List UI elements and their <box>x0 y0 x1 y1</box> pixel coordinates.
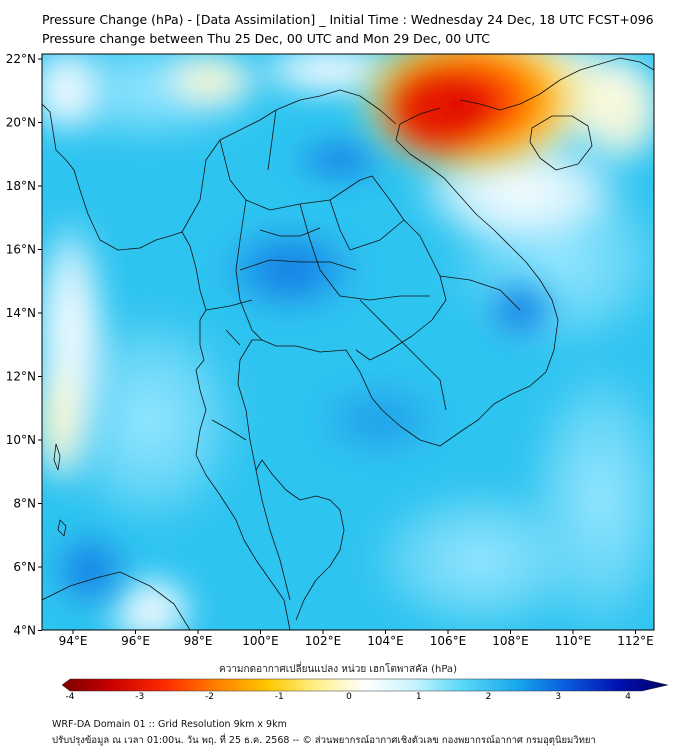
colorbar-tick-label: -4 <box>66 692 75 702</box>
lon-tick-label: 106°E <box>430 634 467 648</box>
colorbar-bar <box>61 678 669 692</box>
longitude-axis: 94°E 96°E 98°E 100°E 102°E 104°E 106°E 108°E 110… <box>59 630 654 648</box>
colorbar-tick-label: 4 <box>625 692 631 702</box>
colorbar-ticks: -4 -3 -2 -1 0 1 2 3 4 <box>66 692 632 702</box>
colorbar-tick-label: -3 <box>135 692 144 702</box>
colorbar-tick-label: 3 <box>555 692 561 702</box>
colorbar-tick-label: 1 <box>416 692 422 702</box>
colorbar-title: ความกดอากาศเปลี่ยนแปลง หน่วย เฮกโตพาสคัล… <box>219 664 457 675</box>
footer-model-info: WRF-DA Domain 01 :: Grid Resolution 9km … <box>52 719 287 730</box>
lon-tick-label: 112°E <box>617 634 654 648</box>
pressure-field <box>42 54 654 630</box>
lon-tick-label: 110°E <box>555 634 592 648</box>
lon-tick-label: 96°E <box>121 634 150 648</box>
lon-tick-label: 104°E <box>367 634 404 648</box>
map-subtitle: Pressure change between Thu 25 Dec, 00 U… <box>42 31 490 46</box>
lat-tick-label: 14°N <box>6 306 36 320</box>
colorbar: -4 -3 -2 -1 0 1 2 3 4 <box>61 678 669 702</box>
colorbar-tick-label: -1 <box>275 692 284 702</box>
lat-tick-label: 8°N <box>13 497 36 511</box>
lon-tick-label: 100°E <box>242 634 279 648</box>
footer-credit: ปรับปรุงข้อมูล ณ เวลา 01:00น. วัน พฤ. ที… <box>52 735 596 746</box>
map-title: Pressure Change (hPa) - [Data Assimilati… <box>42 12 654 27</box>
lon-tick-label: 98°E <box>184 634 213 648</box>
map-frame <box>41 53 655 631</box>
colorbar-tick-label: -2 <box>205 692 214 702</box>
latitude-axis: 22°N 20°N 18°N 16°N 14°N 12°N 10°N 8°N 6°N 4°N <box>6 52 42 638</box>
lon-tick-label: 102°E <box>305 634 342 648</box>
lat-tick-label: 18°N <box>6 179 36 193</box>
lat-tick-label: 6°N <box>13 560 36 574</box>
lat-tick-label: 4°N <box>13 624 36 638</box>
lat-tick-label: 10°N <box>6 433 36 447</box>
lat-tick-label: 20°N <box>6 116 36 130</box>
lat-tick-label: 22°N <box>6 52 36 66</box>
lat-tick-label: 16°N <box>6 243 36 257</box>
colorbar-tick-label: 2 <box>486 692 492 702</box>
lon-tick-label: 108°E <box>492 634 529 648</box>
lon-tick-label: 94°E <box>59 634 88 648</box>
coastlines-and-borders <box>42 57 654 630</box>
lat-tick-label: 12°N <box>6 370 36 384</box>
colorbar-tick-label: 0 <box>346 692 352 702</box>
